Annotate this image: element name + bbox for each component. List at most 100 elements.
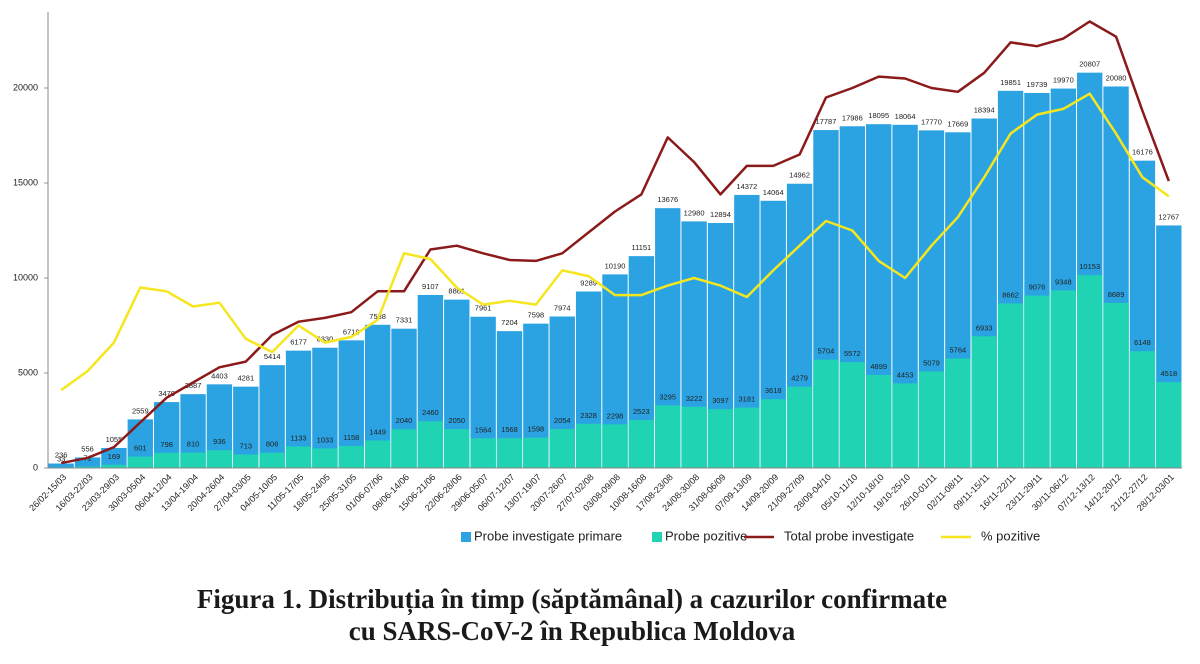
bar: [417, 421, 444, 468]
value-label: 14064: [763, 188, 784, 197]
value-label: 20807: [1079, 60, 1100, 69]
value-label: 8662: [1002, 290, 1019, 299]
bar: [285, 446, 312, 468]
value-label: 7598: [528, 311, 545, 320]
value-label: 33: [57, 454, 65, 463]
value-label: 17787: [816, 117, 837, 126]
value-label: 5414: [264, 352, 281, 361]
bar: [839, 362, 866, 468]
bar: [523, 437, 549, 468]
legend-label: Total probe investigate: [784, 528, 914, 543]
value-label: 4518: [1160, 369, 1177, 378]
bar: [734, 407, 760, 468]
value-label: 11151: [631, 243, 651, 252]
value-label: 798: [160, 440, 173, 449]
value-label: 1055: [106, 435, 123, 444]
bar: [918, 371, 945, 468]
value-label: 12980: [684, 208, 705, 217]
bar: [866, 374, 892, 468]
bar: [127, 456, 153, 468]
value-label: 13676: [657, 195, 678, 204]
bar: [549, 428, 575, 468]
value-label: 1598: [528, 425, 545, 434]
bar: [470, 438, 496, 468]
value-label: 19970: [1053, 76, 1074, 85]
value-label: 4899: [870, 362, 887, 371]
bar: [1050, 290, 1077, 468]
value-label: 806: [266, 440, 279, 449]
value-label: 810: [187, 440, 200, 449]
bar: [74, 457, 101, 468]
value-label: 1449: [369, 427, 386, 436]
value-label: 17986: [842, 113, 863, 122]
value-label: 18095: [868, 111, 889, 120]
value-label: 169: [108, 452, 121, 461]
bar: [760, 399, 786, 468]
value-label: 17770: [921, 117, 942, 126]
value-label: 6933: [976, 323, 993, 332]
value-label: 6148: [1134, 338, 1151, 347]
value-label: 7331: [396, 316, 413, 325]
value-label: 9348: [1055, 277, 1072, 286]
value-label: 2054: [554, 416, 571, 425]
value-label: 3470: [158, 389, 175, 398]
value-label: 5572: [844, 349, 861, 358]
value-label: 7974: [554, 303, 571, 312]
bar: [48, 463, 74, 468]
bar: [206, 450, 233, 468]
y-tick-label: 20000: [13, 82, 38, 92]
bar: [1103, 302, 1129, 468]
value-label: 9076: [1029, 283, 1046, 292]
value-label: 2523: [633, 407, 650, 416]
bar: [681, 406, 707, 468]
bar: [153, 452, 180, 468]
bar: [233, 386, 259, 468]
bar: [1024, 295, 1050, 468]
legend-label: % pozitive: [981, 528, 1040, 543]
bar: [259, 365, 285, 468]
value-label: 556: [81, 444, 94, 453]
value-label: 9289: [580, 278, 597, 287]
legend-swatch: [652, 532, 662, 542]
value-label: 1564: [475, 425, 492, 434]
value-label: 1158: [343, 433, 359, 442]
value-label: 7961: [475, 304, 492, 313]
value-label: 1133: [290, 433, 306, 442]
value-label: 18064: [895, 112, 916, 121]
value-label: 2040: [396, 416, 413, 425]
value-label: 4403: [211, 371, 228, 380]
bar: [364, 440, 391, 468]
value-label: 8861: [448, 287, 465, 296]
bar: [312, 347, 338, 468]
value-label: 12767: [1158, 212, 1179, 221]
line: [60, 20, 1170, 465]
value-label: 7204: [501, 318, 518, 327]
value-label: 16176: [1132, 148, 1153, 157]
bar: [655, 405, 681, 468]
value-label: 236: [55, 451, 68, 460]
bar: [786, 386, 813, 468]
value-label: 3181: [739, 395, 756, 404]
bar: [892, 383, 918, 468]
value-label: 7538: [369, 312, 386, 321]
value-label: 3618: [765, 386, 782, 395]
value-label: 713: [240, 441, 253, 450]
y-tick-label: 0: [33, 462, 38, 472]
value-label: 3887: [185, 381, 202, 390]
bar: [496, 438, 523, 468]
bar: [1129, 351, 1156, 468]
bar: [259, 452, 285, 468]
bar: [997, 303, 1024, 468]
value-label: 14962: [789, 171, 810, 180]
y-tick-label: 10000: [13, 272, 38, 282]
bar: [1077, 275, 1103, 468]
y-tick-label: 5000: [18, 367, 38, 377]
bar: [945, 358, 971, 468]
value-label: 19851: [1000, 78, 1021, 87]
value-label: 18394: [974, 105, 995, 114]
value-label: 4279: [791, 374, 808, 383]
value-label: 10153: [1079, 262, 1100, 271]
value-label: 3097: [712, 396, 729, 405]
chart-title: Figura 1. Distribuția în timp (săptămâna…: [197, 584, 947, 615]
bar: [813, 359, 839, 468]
